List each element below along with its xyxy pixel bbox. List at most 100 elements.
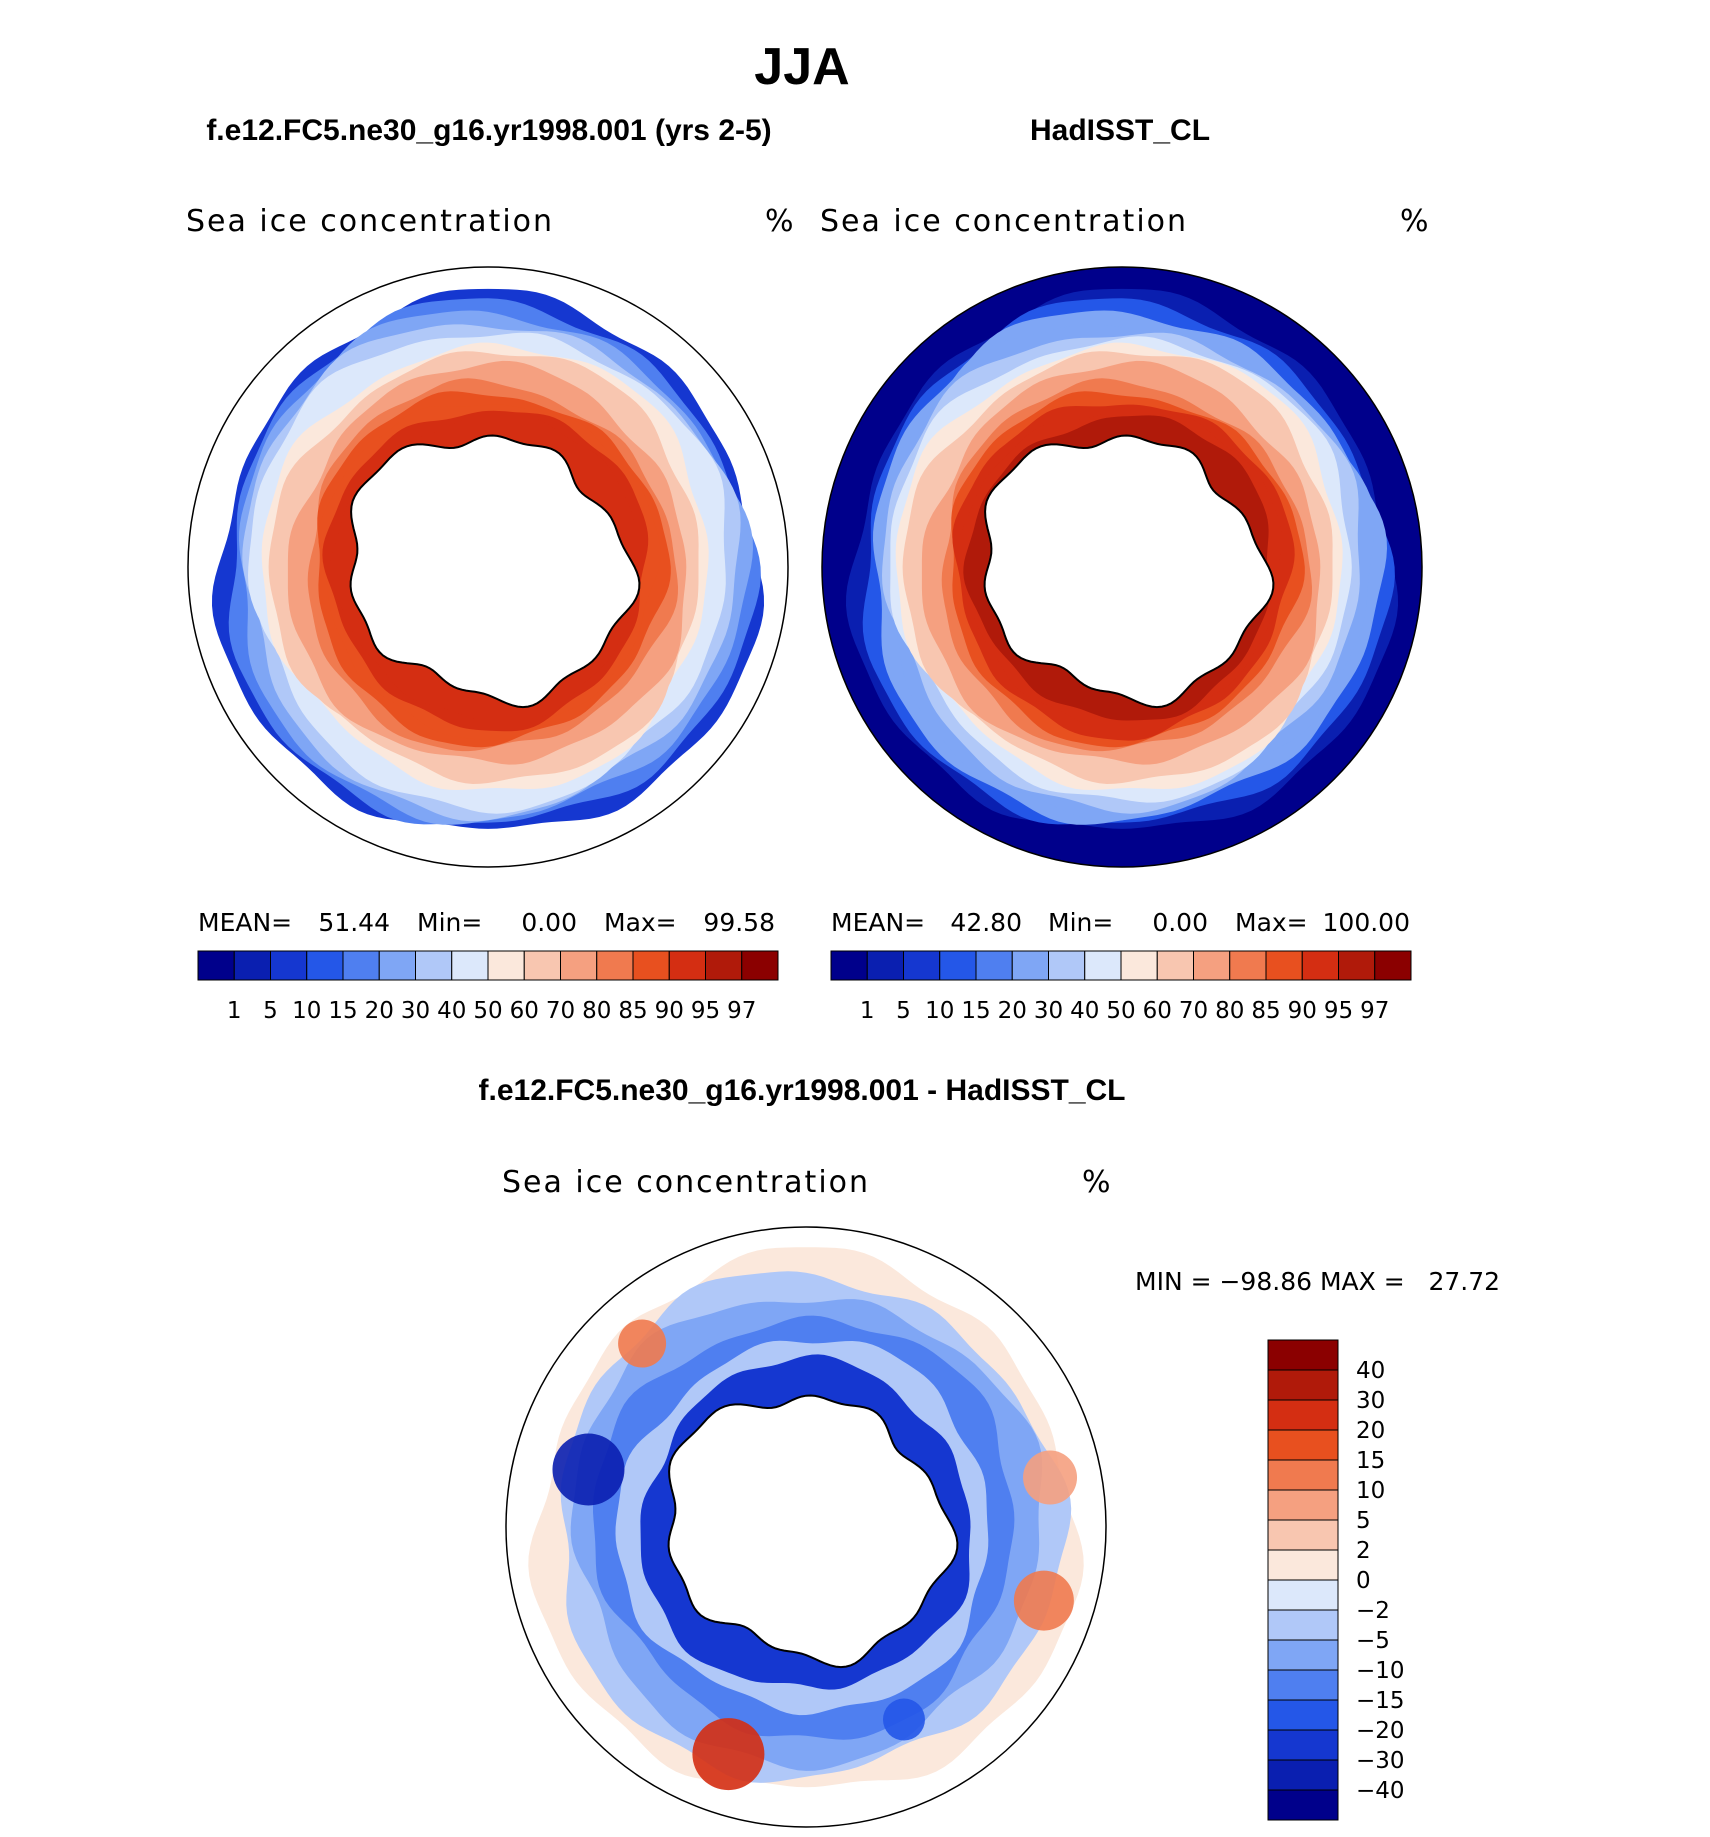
colorbar-tick-label: 40 (1070, 998, 1099, 1024)
obs-polar-map (822, 267, 1422, 867)
colorbar-box (1268, 1730, 1338, 1760)
diff-polar-map (506, 1227, 1106, 1827)
colorbar-box (1268, 1550, 1338, 1580)
colorbar-tick-label: 30 (401, 998, 430, 1024)
colorbar-tick-label: −20 (1356, 1718, 1405, 1744)
colorbar-box (1157, 951, 1193, 980)
colorbar-box (1268, 1640, 1338, 1670)
obs-max-value: 100.00 (1323, 908, 1410, 937)
colorbar-box (524, 951, 560, 980)
colorbar-tick-label: 60 (510, 998, 539, 1024)
colorbar-tick-label: 60 (1143, 998, 1172, 1024)
colorbar-box (1268, 1670, 1338, 1700)
colorbar-tick-label: 30 (1034, 998, 1063, 1024)
colorbar-box (1268, 1370, 1338, 1400)
obs-max-label: Max= (1235, 908, 1308, 937)
diff-minmax-text: MIN = −98.86 MAX = 27.72 (1135, 1267, 1500, 1296)
figure-title: JJA (754, 38, 849, 96)
colorbar-tick-label: 10 (292, 998, 321, 1024)
colorbar-box (1194, 951, 1230, 980)
colorbar-box (1121, 951, 1157, 980)
colorbar-tick-label: 90 (1288, 998, 1317, 1024)
model-max-value: 99.58 (703, 908, 775, 937)
obs-mean-label: MEAN= (831, 908, 925, 937)
colorbar-tick-label: 80 (582, 998, 611, 1024)
colorbar-tick-label: 50 (1106, 998, 1135, 1024)
colorbar-box (1268, 1790, 1338, 1820)
colorbar-tick-label: 95 (691, 998, 720, 1024)
colorbar-box (1268, 1430, 1338, 1460)
model-case-title: f.e12.FC5.ne30_g16.yr1998.001 (yrs 2-5) (206, 114, 771, 147)
model-min-label: Min= (417, 908, 482, 937)
colorbar-tick-label: −5 (1356, 1628, 1390, 1654)
colorbar-box (706, 951, 742, 980)
colorbar-box (343, 951, 379, 980)
colorbar-box (1375, 951, 1411, 980)
colorbar-tick-label: −10 (1356, 1658, 1405, 1684)
colorbar-tick-label: 80 (1215, 998, 1244, 1024)
diff-units-label: % (1082, 1165, 1111, 1200)
colorbar-tick-label: 20 (1356, 1418, 1385, 1444)
colorbar-tick-label: 0 (1356, 1568, 1371, 1594)
colorbar-tick-label: 97 (727, 998, 756, 1024)
colorbar-tick-label: 20 (998, 998, 1027, 1024)
model-mean-value: 51.44 (318, 908, 390, 937)
colorbar-box (1339, 951, 1375, 980)
colorbar-box (1268, 1460, 1338, 1490)
colorbar-tick-label: 70 (1179, 998, 1208, 1024)
colorbar-box (561, 951, 597, 980)
colorbar-tick-label: 50 (473, 998, 502, 1024)
colorbar-box (1085, 951, 1121, 980)
colorbar-box (452, 951, 488, 980)
colorbar-tick-label: 20 (365, 998, 394, 1024)
obs-variable-label: Sea ice concentration (820, 204, 1188, 239)
colorbar-box (597, 951, 633, 980)
diff-case-title: f.e12.FC5.ne30_g16.yr1998.001 - HadISST_… (479, 1074, 1126, 1107)
colorbar-box (271, 951, 307, 980)
diff-anomaly-patch (552, 1434, 624, 1506)
colorbar-tick-label: 40 (437, 998, 466, 1024)
colorbar-tick-label: 70 (546, 998, 575, 1024)
diff-anomaly-patch (618, 1320, 666, 1368)
diff-colorbar: 4030201510520−2−5−10−15−20−30−40 (1268, 1340, 1405, 1820)
colorbar-box (1268, 1400, 1338, 1430)
diff-anomaly-patch (692, 1718, 764, 1790)
colorbar-box (1266, 951, 1302, 980)
colorbar-tick-label: 1 (227, 998, 242, 1024)
colorbar-tick-label: 97 (1360, 998, 1389, 1024)
colorbar-box (488, 951, 524, 980)
obs-mean-value: 42.80 (950, 908, 1022, 937)
colorbar-box (198, 951, 234, 980)
colorbar-tick-label: 1 (860, 998, 875, 1024)
obs-case-title: HadISST_CL (1030, 114, 1210, 147)
obs-min-value: 0.00 (1152, 908, 1208, 937)
colorbar-tick-label: −2 (1356, 1598, 1390, 1624)
colorbar-box (416, 951, 452, 980)
colorbar-tick-label: −30 (1356, 1748, 1405, 1774)
model-mean-label: MEAN= (198, 908, 292, 937)
model-colorbar: 1510152030405060708085909597 (198, 951, 778, 1024)
colorbar-box (1268, 1490, 1338, 1520)
colorbar-box (1268, 1580, 1338, 1610)
obs-min-label: Min= (1048, 908, 1113, 937)
colorbar-tick-label: 40 (1356, 1358, 1385, 1384)
colorbar-tick-label: 15 (1356, 1448, 1385, 1474)
model-max-label: Max= (604, 908, 677, 937)
colorbar-tick-label: 95 (1324, 998, 1353, 1024)
colorbar-box (669, 951, 705, 980)
colorbar-tick-label: −40 (1356, 1778, 1405, 1804)
model-polar-map (188, 267, 788, 867)
colorbar-box (1230, 951, 1266, 980)
colorbar-tick-label: 15 (961, 998, 990, 1024)
colorbar-tick-label: 85 (1251, 998, 1280, 1024)
colorbar-box (379, 951, 415, 980)
obs-colorbar: 1510152030405060708085909597 (831, 951, 1411, 1024)
diff-anomaly-patch (1014, 1571, 1074, 1631)
colorbar-tick-label: 5 (1356, 1508, 1371, 1534)
colorbar-tick-label: 5 (896, 998, 911, 1024)
colorbar-tick-label: −15 (1356, 1688, 1405, 1714)
model-min-value: 0.00 (521, 908, 577, 937)
colorbar-box (1268, 1760, 1338, 1790)
colorbar-box (742, 951, 778, 980)
